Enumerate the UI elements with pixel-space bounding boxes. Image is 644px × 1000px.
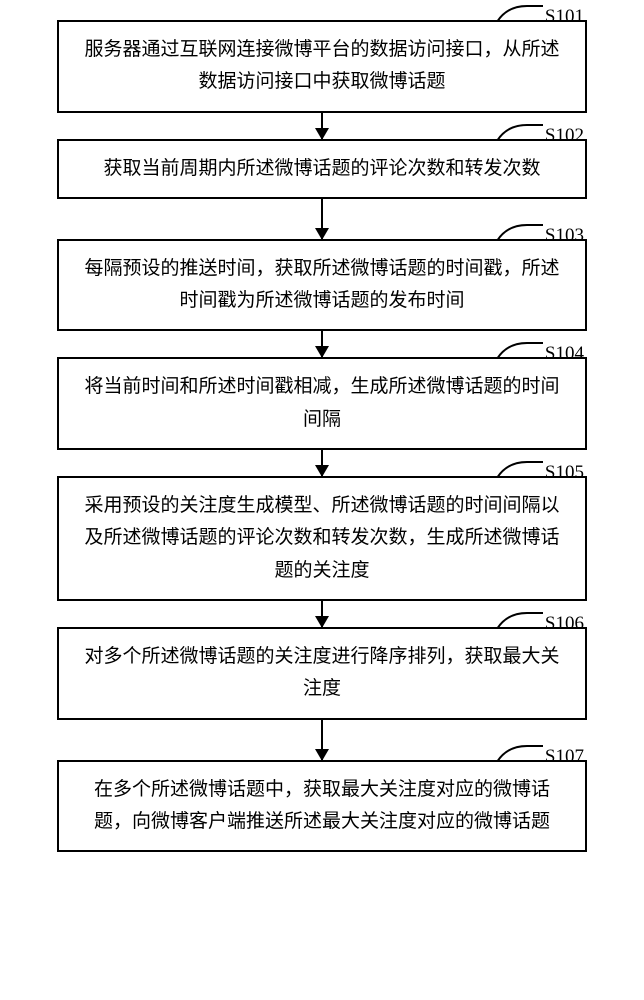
arrow-icon	[321, 331, 323, 357]
step-box: 采用预设的关注度生成模型、所述微博话题的时间间隔以及所述微博话题的评论次数和转发…	[57, 476, 587, 601]
arrow-icon	[321, 601, 323, 627]
step-id-label: S103	[545, 226, 584, 245]
step-text: 在多个所述微博话题中，获取最大关注度对应的微博话题，向微博客户端推送所述最大关注…	[94, 779, 550, 832]
step-id-label: S104	[545, 344, 584, 363]
step-id-label: S105	[545, 463, 584, 482]
bracket-icon	[497, 339, 543, 359]
bracket-icon	[497, 2, 543, 22]
step-label-bracket: S101	[497, 2, 584, 22]
step-s107: S107 在多个所述微博话题中，获取最大关注度对应的微博话题，向微博客户端推送所…	[30, 760, 614, 853]
step-s102: S102 获取当前周期内所述微博话题的评论次数和转发次数	[30, 139, 614, 199]
bracket-icon	[497, 121, 543, 141]
arrow-icon	[321, 113, 323, 139]
step-id-label: S102	[545, 126, 584, 145]
bracket-icon	[497, 458, 543, 478]
arrow-icon	[321, 720, 323, 760]
step-text: 对多个所述微博话题的关注度进行降序排列，获取最大关注度	[84, 646, 559, 699]
step-id-label: S101	[545, 7, 584, 26]
step-s101: S101 服务器通过互联网连接微博平台的数据访问接口，从所述数据访问接口中获取微…	[30, 20, 614, 113]
step-text: 获取当前周期内所述微博话题的评论次数和转发次数	[103, 158, 540, 179]
arrow-icon	[321, 450, 323, 476]
step-s104: S104 将当前时间和所述时间戳相减，生成所述微博话题的时间间隔	[30, 357, 614, 450]
step-box: 服务器通过互联网连接微博平台的数据访问接口，从所述数据访问接口中获取微博话题	[57, 20, 587, 113]
step-box: 每隔预设的推送时间，获取所述微博话题的时间戳，所述时间戳为所述微博话题的发布时间	[57, 239, 587, 332]
step-label-bracket: S106	[497, 609, 584, 629]
arrow-icon	[321, 199, 323, 239]
step-box: 获取当前周期内所述微博话题的评论次数和转发次数	[57, 139, 587, 199]
flowchart-container: S101 服务器通过互联网连接微博平台的数据访问接口，从所述数据访问接口中获取微…	[30, 20, 614, 852]
step-text: 每隔预设的推送时间，获取所述微博话题的时间戳，所述时间戳为所述微博话题的发布时间	[84, 258, 559, 311]
bracket-icon	[497, 221, 543, 241]
bracket-icon	[497, 742, 543, 762]
step-label-bracket: S102	[497, 121, 584, 141]
step-label-bracket: S104	[497, 339, 584, 359]
bracket-icon	[497, 609, 543, 629]
step-id-label: S106	[545, 614, 584, 633]
step-label-bracket: S103	[497, 221, 584, 241]
step-box: 将当前时间和所述时间戳相减，生成所述微博话题的时间间隔	[57, 357, 587, 450]
step-s103: S103 每隔预设的推送时间，获取所述微博话题的时间戳，所述时间戳为所述微博话题…	[30, 239, 614, 332]
step-box: 在多个所述微博话题中，获取最大关注度对应的微博话题，向微博客户端推送所述最大关注…	[57, 760, 587, 853]
step-s106: S106 对多个所述微博话题的关注度进行降序排列，获取最大关注度	[30, 627, 614, 720]
step-text: 采用预设的关注度生成模型、所述微博话题的时间间隔以及所述微博话题的评论次数和转发…	[84, 495, 559, 581]
step-id-label: S107	[545, 747, 584, 766]
step-s105: S105 采用预设的关注度生成模型、所述微博话题的时间间隔以及所述微博话题的评论…	[30, 476, 614, 601]
step-label-bracket: S107	[497, 742, 584, 762]
step-text: 服务器通过互联网连接微博平台的数据访问接口，从所述数据访问接口中获取微博话题	[84, 39, 559, 92]
step-box: 对多个所述微博话题的关注度进行降序排列，获取最大关注度	[57, 627, 587, 720]
step-text: 将当前时间和所述时间戳相减，生成所述微博话题的时间间隔	[84, 376, 559, 429]
step-label-bracket: S105	[497, 458, 584, 478]
